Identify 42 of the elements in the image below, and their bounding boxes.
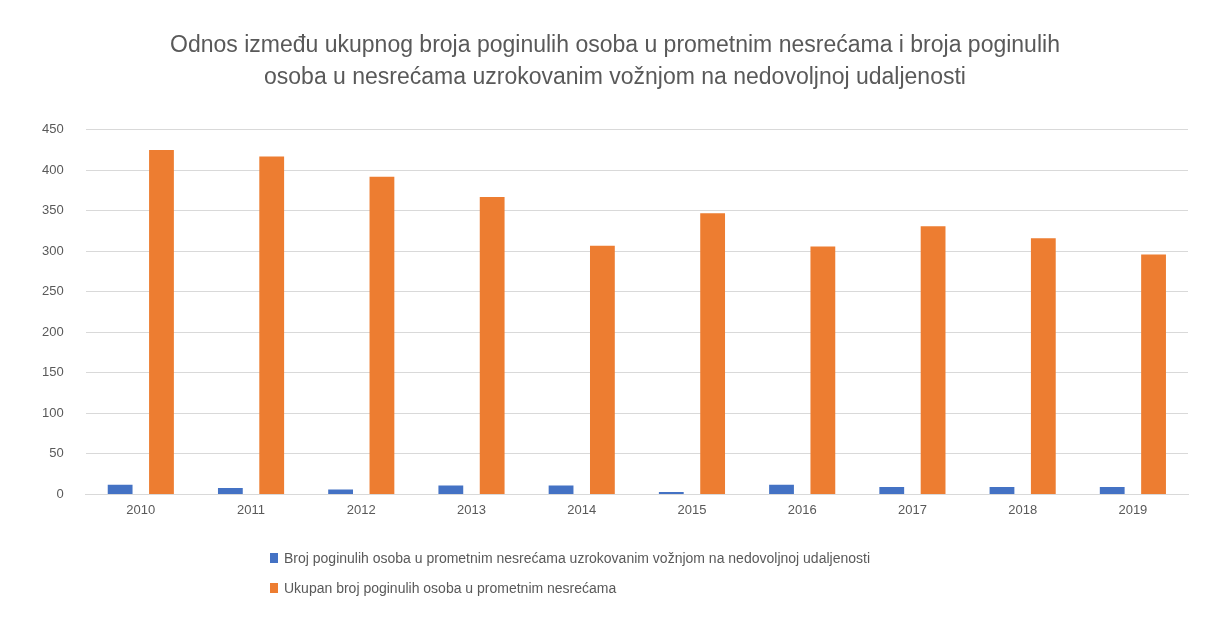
x-tick-label: 2017 xyxy=(897,501,927,517)
bar xyxy=(810,246,836,494)
bar xyxy=(328,489,353,494)
bar xyxy=(107,484,133,494)
y-tick-label: 450 xyxy=(41,121,64,137)
bar xyxy=(1141,254,1166,494)
bar xyxy=(438,485,464,494)
y-tick-label: 50 xyxy=(49,445,64,461)
bar xyxy=(879,487,905,494)
x-tick-label: 2013 xyxy=(457,501,486,517)
x-tick-label: 2015 xyxy=(677,501,707,517)
bar xyxy=(989,487,1015,494)
y-tick-label: 200 xyxy=(41,323,64,339)
x-tick-label: 2014 xyxy=(567,501,597,517)
chart-title: Odnos između ukupnog broja poginulih osoba u prometnim nesrećama i broja poginulih osoba u nesrećama uzrokovanim vožnjom na nedovoljnoj udaljenosti xyxy=(169,30,1061,91)
bar xyxy=(1030,238,1056,494)
legend-label: Ukupan broj poginulih osoba u prometnim nesrećama xyxy=(284,580,617,596)
x-tick-label: 2018 xyxy=(1008,501,1038,517)
x-tick-label: 2016 xyxy=(787,501,817,517)
bar xyxy=(769,484,794,494)
bar xyxy=(259,156,285,494)
bar xyxy=(548,485,574,494)
y-tick-label: 0 xyxy=(56,485,64,501)
x-tick-label: 2010 xyxy=(126,501,156,517)
bar xyxy=(369,176,395,494)
y-tick-label: 400 xyxy=(41,161,64,177)
legend-label: Broj poginulih osoba u prometnim nesrećama uzrokovanim vožnjom na nedovoljnoj udaljenosti xyxy=(284,550,870,566)
bar xyxy=(590,245,615,494)
bar xyxy=(700,213,726,494)
bar xyxy=(920,226,946,494)
y-tick-label: 100 xyxy=(41,404,64,420)
x-tick-label: 2011 xyxy=(237,501,266,517)
x-tick-label: 2019 xyxy=(1118,501,1148,517)
bar xyxy=(479,197,505,494)
x-tick-label: 2012 xyxy=(346,501,376,517)
y-tick-label: 350 xyxy=(41,202,64,218)
bar xyxy=(217,487,243,494)
y-tick-label: 300 xyxy=(41,242,64,258)
bar xyxy=(1099,487,1125,494)
y-tick-label: 250 xyxy=(41,283,64,299)
bar xyxy=(149,150,174,494)
y-tick-label: 150 xyxy=(41,364,64,380)
